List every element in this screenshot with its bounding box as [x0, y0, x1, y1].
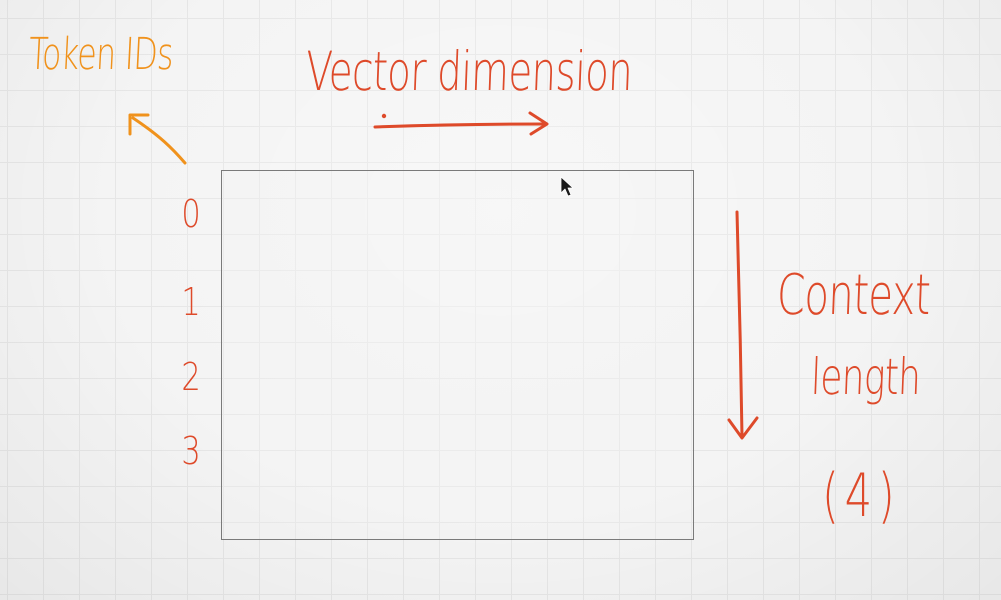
- embedding-matrix-box: [221, 170, 694, 540]
- row-index-2: 2: [181, 355, 201, 399]
- row-index-1: 1: [181, 280, 201, 324]
- mouse-pointer-icon: [560, 176, 574, 197]
- vector-dimension-arrow: [373, 111, 549, 136]
- context-length-arrow: [727, 210, 759, 440]
- row-index-3: 3: [181, 429, 201, 473]
- vector-dimension-dot: [381, 113, 387, 119]
- token-ids-arrow: [128, 113, 187, 165]
- row-index-0: 0: [181, 192, 201, 236]
- context-length-label-line3: (4): [822, 461, 901, 531]
